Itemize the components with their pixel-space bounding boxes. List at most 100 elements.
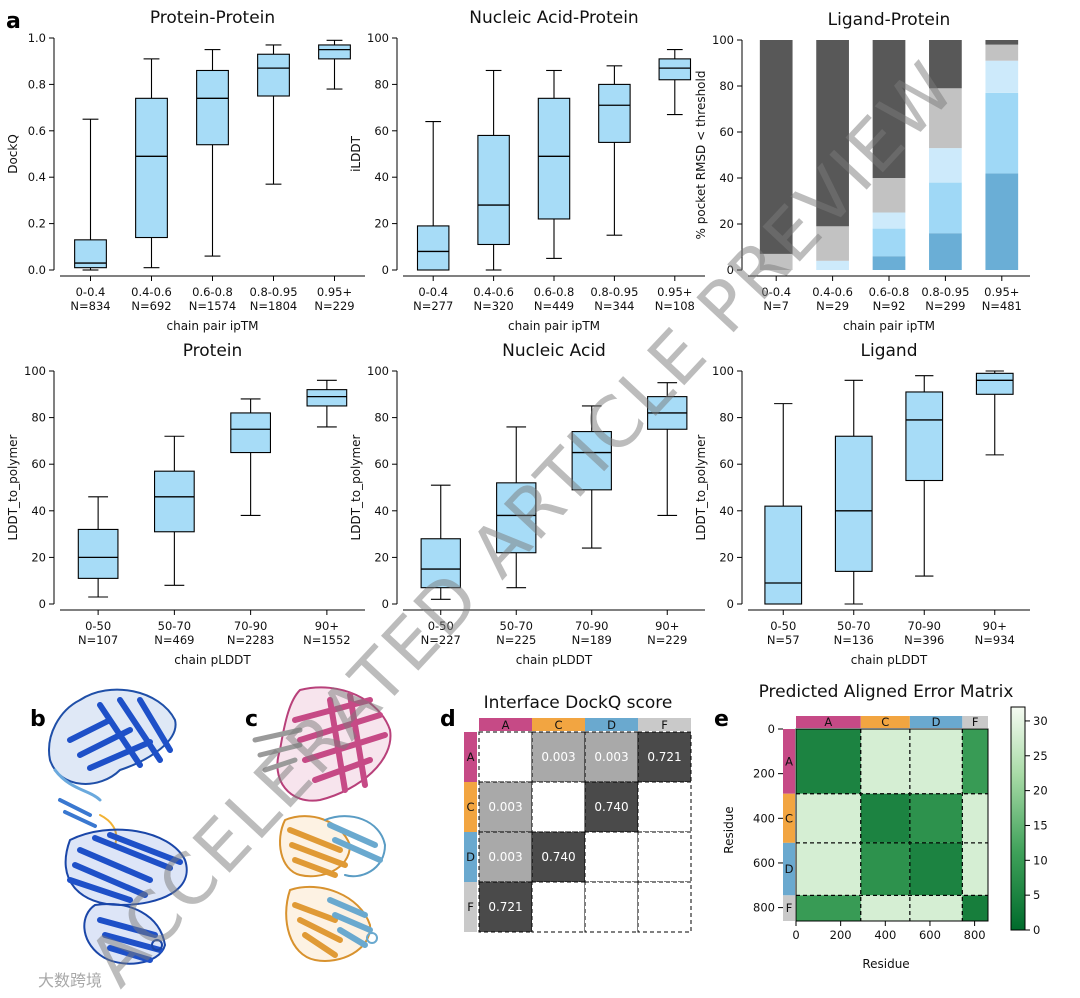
pae-block-D-D — [909, 842, 963, 896]
y-tick-label: 1.0 — [28, 31, 46, 45]
box-iqr — [764, 505, 803, 605]
charts-layer: 0.00.20.40.60.81.00-0.4N=8340.4-0.6N=692… — [6, 8, 1048, 971]
box-iqr — [496, 482, 537, 554]
pae-block-A-A — [796, 729, 861, 794]
x-tick-label: 50-70 — [837, 619, 870, 633]
x-tick-label: 200 — [830, 928, 852, 942]
protein-structure-chain-image — [252, 686, 392, 962]
pae-block-D-F — [962, 842, 988, 896]
x-tick-label: 800 — [964, 928, 986, 942]
y-tick-label: 80 — [374, 77, 389, 91]
y-axis-label: Residue — [722, 806, 736, 853]
colorbar — [1010, 706, 1026, 931]
bar-segment-0.95+-0 — [985, 173, 1019, 270]
x-tick-label: 0.6-0.8 — [534, 285, 575, 299]
box-iqr — [230, 412, 272, 454]
x-tick-label: 90+ — [655, 619, 679, 633]
bar-segment-0-0.4-3 — [759, 253, 793, 270]
x-count-label: N=320 — [473, 299, 513, 313]
box-iqr — [416, 225, 450, 271]
pae-block-A-F — [962, 729, 988, 794]
table-cell — [478, 731, 533, 783]
y-tick-label: 80 — [31, 411, 46, 425]
protein-structure-plddt-image — [48, 688, 188, 965]
bar-segment-0.8-0.95-4 — [929, 40, 962, 89]
y-tick-label: 20 — [719, 217, 734, 231]
x-tick-label: 0.95+ — [317, 285, 352, 299]
y-tick-label: 40 — [719, 504, 734, 518]
bar-segment-0.8-0.95-3 — [929, 88, 962, 149]
chart-title: Ligand — [861, 341, 918, 361]
bar-segment-0.95+-1 — [985, 92, 1019, 174]
table-cell — [531, 781, 586, 833]
box-iqr — [658, 58, 692, 81]
box-0.6-0.8 — [537, 69, 571, 259]
chain-left-label: C — [785, 811, 793, 825]
x-count-label: N=344 — [594, 299, 634, 313]
x-count-label: N=834 — [70, 299, 110, 313]
chain-left-label: A — [785, 754, 793, 768]
box-iqr — [834, 435, 873, 572]
y-tick-label: 20 — [374, 550, 389, 564]
chain-bar-top-C — [860, 716, 910, 728]
chain-row-label: A — [467, 750, 475, 764]
y-tick-label: 80 — [719, 79, 734, 93]
chain-left-label: F — [786, 901, 793, 915]
pae-block-C-D — [909, 793, 963, 843]
x-tick-label: 50-70 — [500, 619, 533, 633]
colorbar-tick-label: 25 — [1033, 749, 1048, 763]
bar-segment-0.4-0.6-2 — [816, 260, 849, 270]
x-tick-label: 0.8-0.95 — [590, 285, 638, 299]
chain-top-label: F — [972, 715, 979, 729]
box-0.95+ — [658, 49, 692, 116]
y-tick-label: 60 — [31, 457, 46, 471]
bar-segment-0.6-0.8-1 — [872, 228, 906, 257]
y-tick-label: 100 — [367, 31, 389, 45]
box-iqr — [154, 470, 195, 533]
pae-block-D-A — [796, 842, 861, 896]
pae-block-C-F — [962, 793, 988, 843]
box-plot-1: 0 20 40 60 80 100 0-0.4N=277 0.4-0.6N=320 0.6-0.… — [349, 8, 705, 333]
table-cell — [637, 731, 692, 783]
panel-label-e: e — [714, 707, 729, 732]
bar-segment-0-0.4-4 — [759, 40, 793, 254]
y-tick-label: 800 — [753, 901, 775, 915]
box-iqr — [598, 83, 631, 143]
x-tick-label: 90+ — [983, 619, 1007, 633]
chain-top-label: C — [881, 715, 889, 729]
box-iqr — [135, 97, 168, 239]
x-axis-label: chain pair ipTM — [167, 319, 259, 333]
colorbar-tick-label: 20 — [1033, 784, 1048, 798]
y-axis-label: LDDT_to_polymer — [6, 434, 20, 540]
chain-row-F — [464, 882, 477, 932]
pae-block-C-C — [860, 793, 910, 843]
pae-block-D-C — [860, 842, 910, 896]
chain-col-label: F — [661, 718, 668, 732]
bar-segment-0.6-0.8-3 — [872, 178, 906, 213]
y-tick-label: 100 — [712, 33, 734, 47]
box-iqr — [318, 44, 351, 60]
x-axis-label: chain pair ipTM — [508, 319, 600, 333]
y-tick-label: 60 — [719, 125, 734, 139]
y-tick-label: 60 — [374, 124, 389, 138]
box-iqr — [196, 69, 229, 146]
x-count-label: N=299 — [925, 299, 965, 313]
box-70-90 — [230, 398, 272, 517]
panel-label-d: d — [440, 707, 456, 732]
chain-row-label: F — [467, 900, 474, 914]
x-tick-label: 90+ — [315, 619, 339, 633]
y-tick-label: 0 — [382, 263, 389, 277]
chain-header-A — [479, 718, 532, 731]
colorbar-tick-label: 5 — [1033, 888, 1040, 902]
y-tick-label: 0 — [39, 597, 46, 611]
box-90+ — [975, 370, 1014, 456]
colorbar-tick-label: 0 — [1033, 923, 1040, 937]
colorbar-tick-label: 10 — [1033, 853, 1048, 867]
y-tick-label: 60 — [719, 457, 734, 471]
x-axis-label: Residue — [862, 957, 909, 971]
chain-row-D — [464, 832, 477, 882]
cell-value: 0.003 — [594, 750, 628, 764]
box-0.4-0.6 — [477, 69, 510, 271]
y-tick-label: 0 — [768, 722, 775, 736]
box-70-90 — [571, 405, 612, 549]
